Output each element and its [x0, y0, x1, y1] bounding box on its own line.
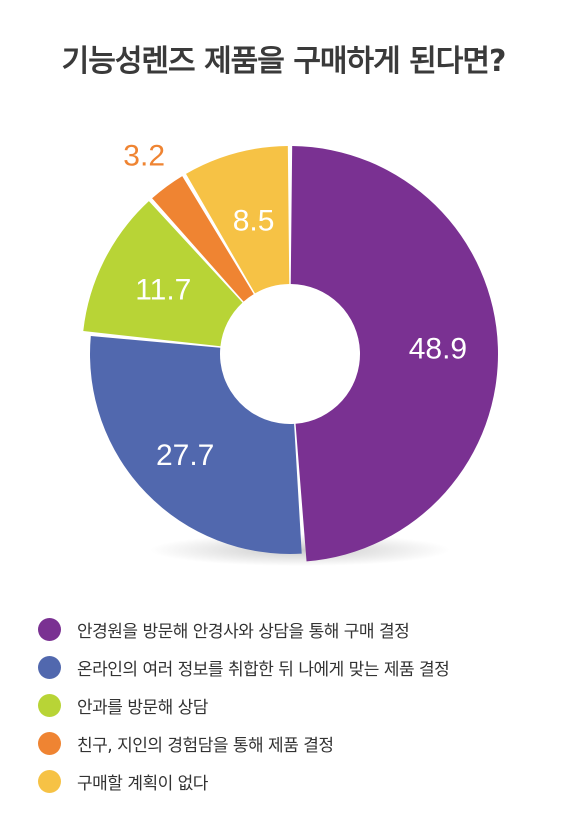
slice-3: [83, 201, 243, 347]
legend-label: 온라인의 여러 정보를 취합한 뒤 나에게 맞는 제품 결정: [77, 659, 450, 680]
chart-title: 기능성렌즈 제품을 구매하게 된다면?: [61, 44, 507, 79]
slice-label-2: 27.7: [156, 439, 214, 472]
legend-dot-3: [38, 693, 61, 717]
legend-dot-5: [38, 769, 61, 793]
slice-label-1: 48.9: [409, 332, 467, 365]
slice-2: [90, 336, 302, 554]
slice-label-3: 11.7: [135, 273, 191, 306]
legend-item: 친구, 지인의 경험담을 통해 제품 결정: [38, 724, 449, 762]
legend-dot-1: [38, 617, 61, 641]
slice-4: [152, 176, 254, 302]
legend-item: 안경원을 방문해 안경사와 상담을 통해 구매 결정: [38, 610, 449, 648]
legend-dot-4: [38, 731, 61, 755]
legend-item: 온라인의 여러 정보를 취합한 뒤 나에게 맞는 제품 결정: [38, 648, 450, 686]
legend: 안경원을 방문해 안경사와 상담을 통해 구매 결정 온라인의 여러 정보를 취…: [38, 610, 450, 800]
legend-dot-2: [38, 655, 61, 679]
slice-1: [290, 146, 499, 562]
slice-5: [186, 146, 290, 294]
donut-chart: 48.9 27.7 11.7 3.2 8.5: [83, 139, 499, 566]
legend-item: 구매할 계획이 없다: [38, 762, 449, 800]
slice-label-5: 8.5: [233, 204, 275, 237]
legend-label: 안과를 방문해 상담: [77, 697, 208, 718]
legend-label: 안경원을 방문해 안경사와 상담을 통해 구매 결정: [77, 621, 410, 642]
legend-label: 구매할 계획이 없다: [77, 773, 208, 794]
legend-label: 친구, 지인의 경험담을 통해 제품 결정: [77, 735, 334, 756]
slice-label-4: 3.2: [123, 139, 165, 172]
legend-item: 안과를 방문해 상담: [38, 686, 449, 724]
